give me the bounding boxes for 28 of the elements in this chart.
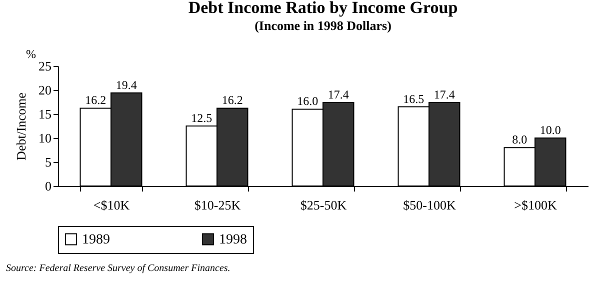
data-label: 16.2 — [85, 93, 106, 108]
x-tick-label: $10-25K — [194, 198, 242, 212]
data-label: 10.0 — [540, 123, 561, 137]
legend-label: 1989 — [82, 232, 110, 248]
source-note: Source: Federal Reserve Survey of Consumer Finances. — [6, 263, 230, 274]
data-label: 17.4 — [434, 87, 455, 102]
chart-title: Debt Income Ratio by Income Group — [188, 0, 458, 17]
y-tick-label: 0 — [45, 178, 52, 194]
y-tick-label: 25 — [38, 58, 52, 74]
chart-subtitle: (Income in 1998 Dollars) — [254, 18, 392, 33]
x-tick-label: $25-50K — [300, 198, 348, 212]
y-tick-label: 15 — [38, 106, 52, 122]
data-label: 16.5 — [403, 92, 424, 106]
x-tick-label: <$10K — [93, 198, 130, 212]
data-label: 16.0 — [297, 94, 318, 108]
data-label: 16.2 — [222, 93, 243, 108]
y-tick-label: 5 — [45, 154, 52, 170]
y-tick-label: 20 — [38, 82, 52, 98]
x-tick-label: >$100K — [514, 198, 558, 212]
data-label: 19.4 — [116, 78, 137, 92]
text: % — [26, 47, 36, 61]
data-label: 12.5 — [191, 111, 212, 125]
data-label: 17.4 — [328, 87, 349, 102]
data-label: 8.0 — [512, 132, 528, 147]
x-tick-label: $50-100K — [403, 198, 456, 212]
legend-label: 1998 — [219, 232, 247, 248]
y-tick-label: 10 — [38, 130, 52, 146]
y-axis-title: Debt/Income — [14, 92, 28, 160]
